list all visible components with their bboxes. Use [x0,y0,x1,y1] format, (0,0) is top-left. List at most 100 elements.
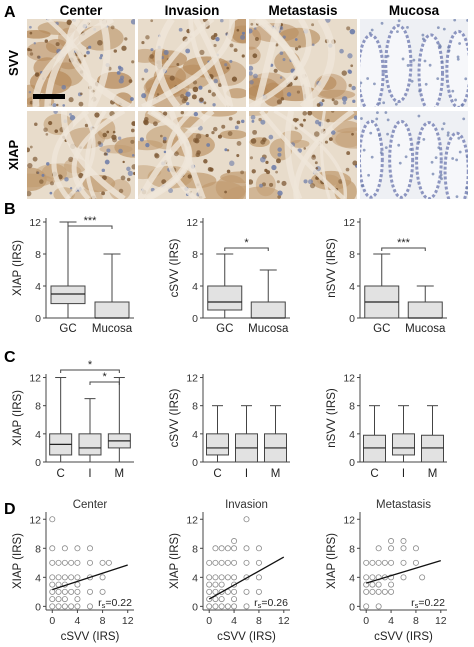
nucleus [341,96,348,102]
data-point [388,559,395,566]
nucleus [110,25,115,30]
correlation-value: =0.26 [261,597,288,609]
correlation-value: =0.22 [418,597,445,609]
nucleus [161,179,167,185]
nucleus [280,97,285,101]
nucleus [360,81,363,85]
data-point [363,559,370,566]
nucleus [143,68,149,73]
nucleus [27,162,33,169]
category-label: Mucosa [405,323,446,335]
box-chart: 0 4 8 12 XIAP (IRS) C I M * * [12,359,134,480]
nucleus [29,145,33,149]
nucleus [368,31,372,35]
data-point [61,596,68,603]
nucleus [370,155,374,159]
micrograph-image [138,19,246,107]
nucleus [241,54,245,58]
x-tick-label: 12 [278,615,290,627]
gland [443,131,468,199]
nucleus [68,156,74,162]
nucleus [442,27,446,31]
nucleus [262,137,267,142]
nucleus [236,141,242,146]
nucleus [279,76,283,79]
data-point [400,559,407,566]
gland [360,119,384,199]
data-point [255,559,262,566]
nucleus [249,71,253,76]
significance-bracket [60,369,120,373]
box [407,301,443,319]
nucleus [52,103,57,107]
stroma-strand [89,19,111,107]
nucleus [360,117,363,120]
box-chart: 0 4 8 12 cSVV (IRS) GC Mucosa * [169,217,290,335]
data-point [49,574,56,581]
data-point [55,559,62,566]
nucleus [162,136,167,141]
nucleus [282,35,286,39]
data-point [400,545,407,552]
nucleus [396,30,399,34]
data-point [74,588,81,595]
nucleus [103,152,108,156]
nucleus [241,119,245,124]
panel-b: B 0 4 8 12 XIAP (IRS) GC Mucosa *** 0 4 8 12 cSVV (IR… [4,201,447,335]
nucleus [311,23,315,27]
stain-region [138,48,160,63]
nucleus [27,190,32,197]
correlation-r: r [254,597,258,609]
y-axis-label: nSVV (IRS) [326,388,338,448]
nucleus [192,86,199,93]
data-point [61,574,68,581]
nucleus [462,117,466,121]
y-axis-label: XIAP (IRS) [12,390,24,446]
data-point [369,559,376,566]
data-point [231,596,238,603]
stain-region [249,27,262,50]
nucleus [379,151,383,154]
micrograph-image [27,19,135,107]
nucleus [80,92,83,96]
nucleus [352,160,357,166]
nucleus [331,98,335,102]
regression-line [366,560,441,584]
panel-letter: C [4,349,16,366]
stain-region [27,29,51,39]
nucleus [360,184,364,188]
data-point [363,588,370,595]
nucleus [143,119,149,126]
nucleus [99,56,103,60]
nucleus [430,160,434,164]
y-tick-label: 4 [349,429,355,441]
data-point [218,596,225,603]
data-point [105,559,112,566]
nucleus [83,54,87,58]
data-point [99,588,106,595]
nucleus [362,148,366,152]
nucleus [145,142,150,148]
nucleus [116,70,121,75]
nucleus [258,117,262,122]
data-point [206,588,213,595]
nucleus [276,99,283,105]
nucleus [234,125,239,130]
nucleus [112,130,116,134]
nucleus [39,179,44,184]
nucleus [384,146,388,150]
data-point [363,574,370,581]
data-point [218,588,225,595]
stroma-strand [188,19,231,107]
nucleus [121,45,127,51]
y-tick-label: 12 [343,514,355,526]
data-point [87,603,94,610]
y-tick-label: 8 [192,249,198,261]
nucleus [294,38,298,41]
data-point [388,581,395,588]
nucleus [384,111,388,114]
nucleus [133,171,135,176]
nucleus [191,94,197,100]
gland [417,33,445,107]
nucleus [66,19,72,25]
